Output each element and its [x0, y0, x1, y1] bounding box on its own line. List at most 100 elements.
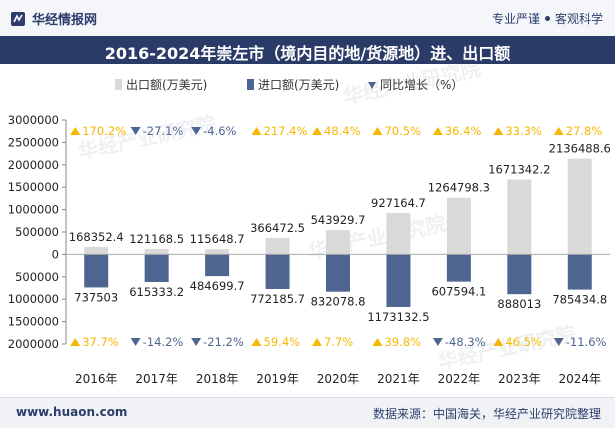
x-tick-label: 2019年	[256, 372, 299, 386]
export-growth-label: -27.1%	[143, 124, 184, 138]
x-tick-label: 2020年	[317, 372, 360, 386]
export-up-icon	[70, 127, 81, 135]
import-up-icon	[70, 338, 81, 346]
import-value-label: 484699.7	[190, 279, 245, 293]
import-up-icon	[312, 338, 322, 346]
top-bar: 华经情报网 专业严谨 客观科学	[0, 0, 615, 36]
legend-growth-label: 同比增长（%）	[380, 78, 463, 92]
import-bar	[326, 254, 350, 292]
export-value-label: 366472.5	[250, 221, 305, 235]
legend-import-swatch	[247, 79, 254, 90]
chart-title: 2016-2024年崇左市（境内目的地/货源地）进、出口额	[104, 44, 511, 63]
export-growth-label: 217.4%	[264, 124, 308, 138]
export-up-icon	[312, 127, 322, 135]
import-value-label: 1173132.5	[367, 310, 429, 324]
import-value-label: 607594.1	[431, 285, 486, 299]
legend-import-label: 进口额(万美元)	[258, 78, 339, 92]
import-down-icon	[191, 338, 202, 346]
import-bar	[205, 254, 230, 277]
import-value-label: 615333.2	[129, 285, 184, 299]
export-bar	[507, 179, 532, 255]
export-growth-label: -4.6%	[203, 124, 236, 138]
import-growth-label: -14.2%	[143, 335, 184, 349]
export-bar	[326, 230, 350, 255]
brand[interactable]: 华经情报网	[10, 9, 97, 28]
export-value-label: 168352.4	[69, 230, 124, 244]
import-bar	[567, 254, 592, 290]
export-up-icon	[251, 127, 262, 135]
export-growth-label: 27.8%	[566, 124, 603, 138]
import-growth-label: 59.4%	[264, 335, 301, 349]
export-up-icon	[553, 127, 564, 135]
import-growth-label: -11.6%	[566, 335, 607, 349]
export-growth-label: 36.4%	[445, 124, 482, 138]
export-bar	[205, 249, 230, 255]
y-tick-label: 500000	[15, 270, 59, 284]
x-axis: 2016年 2017年 2018年 2019年 2020年 2021年 2022年 2023年…	[75, 372, 601, 386]
import-value-label: 785434.8	[552, 293, 607, 307]
import-value-label: 832078.8	[311, 295, 366, 309]
export-value-label: 115648.7	[190, 232, 245, 246]
import-bar	[144, 254, 169, 282]
legend-growth-icon	[368, 82, 376, 89]
x-tick-label: 2016年	[75, 372, 118, 386]
export-up-icon	[493, 127, 504, 135]
y-tick-label: 1000000	[8, 203, 59, 217]
x-tick-label: 2017年	[135, 372, 178, 386]
import-up-icon	[493, 338, 504, 346]
export-value-label: 121168.5	[129, 232, 184, 246]
export-bar	[84, 246, 109, 255]
import-down-icon	[432, 338, 443, 346]
x-tick-label: 2022年	[438, 372, 481, 386]
export-value-label: 2136488.6	[549, 142, 611, 156]
import-up-icon	[251, 338, 262, 346]
y-tick-label: 500000	[15, 225, 59, 239]
y-tick-label: 2500000	[8, 135, 59, 149]
import-growth-label: -48.3%	[445, 335, 486, 349]
y-tick-label: 0	[52, 247, 59, 261]
export-growth-label: 170.2%	[82, 124, 126, 138]
legend-export-swatch	[115, 79, 122, 90]
import-bar	[386, 254, 411, 307]
y-tick-label: 2000000	[8, 337, 59, 351]
import-bar	[84, 254, 109, 288]
import-value-label: 772185.7	[250, 292, 305, 306]
import-down-icon	[553, 338, 564, 346]
y-axis: 3000000 2500000 2000000 1500000 1000000 50000…	[8, 113, 67, 351]
export-value-label: 1264798.3	[428, 181, 490, 195]
export-growth-label: 48.4%	[324, 124, 361, 138]
import-bar	[265, 254, 290, 289]
export-down-icon	[191, 127, 202, 135]
y-tick-label: 2000000	[8, 158, 59, 172]
brand-logo-icon	[11, 12, 25, 26]
export-value-label: 1671342.2	[488, 163, 550, 177]
import-growth-label: 46.5%	[505, 335, 542, 349]
import-growth-label: 37.7%	[82, 335, 119, 349]
export-bar	[265, 237, 290, 255]
import-down-icon	[130, 338, 141, 346]
import-bar	[507, 254, 532, 295]
chart: 出口额(万美元) 进口额(万美元) 同比增长（%） 华经产业研究院华经产业研究院华经…	[8, 64, 611, 386]
growth-rows: 170.2% -27.1% -4.6% 217.4% 48.4% 70.5% 36.4% 33…	[70, 124, 607, 349]
legend-export-label: 出口额(万美元)	[126, 78, 207, 92]
export-growth-label: 70.5%	[384, 124, 421, 138]
data-labels: 168352.4 737503 121168.5 615333.2 115648.7 48…	[69, 142, 611, 324]
slogan-right: 客观科学	[554, 12, 603, 26]
data-source: 数据来源：中国海关，华经产业研究院整理	[372, 407, 601, 421]
import-growth-label: -21.2%	[203, 335, 244, 349]
website-link[interactable]: www.huaon.com	[16, 405, 128, 419]
import-value-label: 737503	[74, 290, 118, 304]
x-tick-label: 2021年	[377, 372, 420, 386]
bars	[66, 158, 610, 307]
export-bar	[386, 212, 411, 255]
export-down-icon	[130, 127, 141, 135]
y-tick-label: 1500000	[8, 315, 59, 329]
title-bar: 2016-2024年崇左市（境内目的地/货源地）进、出口额	[0, 36, 615, 64]
y-tick-label: 1000000	[8, 292, 59, 306]
export-bar	[567, 158, 592, 255]
x-tick-label: 2018年	[196, 372, 239, 386]
brand-name: 华经情报网	[32, 13, 98, 28]
slogan-dot-icon	[544, 16, 550, 21]
import-growth-label: 7.7%	[324, 335, 353, 349]
y-tick-label: 1500000	[8, 180, 59, 194]
